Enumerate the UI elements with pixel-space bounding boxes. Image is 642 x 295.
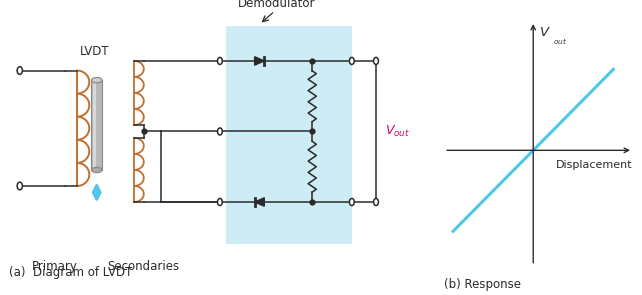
Circle shape <box>349 199 354 206</box>
Polygon shape <box>255 198 265 206</box>
Bar <box>227 26 352 244</box>
Circle shape <box>17 182 22 190</box>
Circle shape <box>374 58 378 64</box>
Bar <box>93 80 96 170</box>
Polygon shape <box>255 57 265 65</box>
Circle shape <box>374 199 378 206</box>
Text: Demodulator: Demodulator <box>238 0 316 10</box>
Bar <box>91 80 102 170</box>
Circle shape <box>218 199 222 206</box>
Ellipse shape <box>91 167 102 173</box>
Circle shape <box>349 58 354 64</box>
Text: Displacement: Displacement <box>555 160 632 170</box>
Text: Secondaries: Secondaries <box>107 260 179 273</box>
Circle shape <box>218 128 222 135</box>
Ellipse shape <box>91 78 102 83</box>
Text: LVDT: LVDT <box>80 45 109 58</box>
Circle shape <box>218 58 222 64</box>
Text: $V_{out}$: $V_{out}$ <box>385 124 410 139</box>
Text: Primary: Primary <box>32 260 78 273</box>
Text: (a)  Diagram of LVDT: (a) Diagram of LVDT <box>9 266 132 279</box>
Text: $V$: $V$ <box>539 26 551 39</box>
Text: (b) Response: (b) Response <box>444 278 521 291</box>
Circle shape <box>17 67 22 74</box>
Text: $_{out}$: $_{out}$ <box>553 37 567 47</box>
